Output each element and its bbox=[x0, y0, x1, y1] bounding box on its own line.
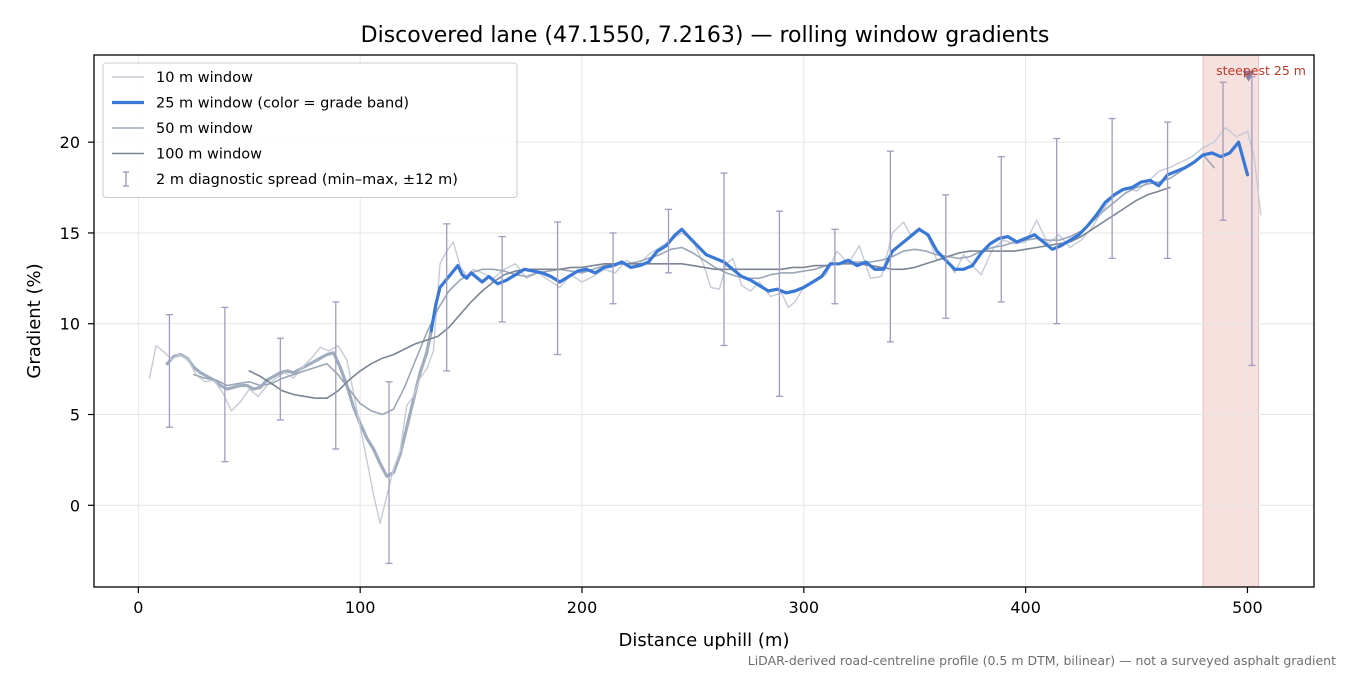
legend-label: 25 m window (color = grade band) bbox=[156, 96, 409, 112]
legend-entry: 25 m window (color = grade band) bbox=[112, 96, 409, 112]
errorbar bbox=[498, 235, 506, 323]
footnote: LiDAR-derived road-centreline profile (0… bbox=[748, 653, 1336, 668]
errorbar bbox=[1164, 121, 1172, 260]
x-tick-label: 500 bbox=[1232, 598, 1263, 617]
series-line-2 bbox=[193, 154, 1215, 416]
x-tick-label: 200 bbox=[567, 598, 598, 617]
steepest-annotation: steepest 25 m bbox=[1216, 63, 1306, 78]
steepest-span bbox=[1202, 54, 1260, 588]
x-tick-label: 400 bbox=[1010, 598, 1041, 617]
errorbar bbox=[554, 221, 562, 356]
legend-entry: 100 m window bbox=[112, 147, 262, 163]
errorbar bbox=[831, 228, 839, 305]
legend-entry: 50 m window bbox=[112, 121, 253, 137]
x-axis-label: Distance uphill (m) bbox=[619, 630, 790, 651]
legend-entry: 10 m window bbox=[112, 70, 253, 86]
steepest-marker bbox=[1242, 70, 1255, 82]
legend-label: 10 m window bbox=[156, 70, 253, 86]
errorbar bbox=[720, 172, 728, 347]
legend-label: 100 m window bbox=[156, 147, 262, 163]
y-tick-label: 15 bbox=[60, 224, 80, 243]
errorbar bbox=[942, 194, 950, 319]
y-tick-label: 0 bbox=[70, 496, 80, 515]
series-line-3 bbox=[248, 186, 1171, 400]
errorbar bbox=[775, 210, 783, 398]
errorbar bbox=[221, 306, 229, 463]
x-tick-label: 300 bbox=[789, 598, 820, 617]
y-axis-label: Gradient (%) bbox=[24, 263, 45, 378]
y-tick-label: 10 bbox=[60, 315, 80, 334]
plot-frame bbox=[93, 54, 1315, 588]
y-tick-label: 20 bbox=[60, 133, 80, 152]
x-tick-label: 0 bbox=[133, 598, 143, 617]
errorbar bbox=[332, 301, 340, 450]
errorbar bbox=[665, 208, 673, 274]
chart-title: Discovered lane (47.1550, 7.2163) — roll… bbox=[361, 23, 1050, 48]
errorbar bbox=[443, 223, 451, 372]
errorbar bbox=[886, 150, 894, 343]
y-tick-label: 5 bbox=[70, 406, 80, 425]
errorbar bbox=[997, 156, 1005, 303]
series-line-1 bbox=[429, 140, 1250, 333]
series-line-0 bbox=[148, 126, 1262, 525]
legend-box bbox=[102, 62, 518, 198]
legend-entry: 2 m diagnostic spread (min–max, ±12 m) bbox=[123, 171, 458, 188]
errorbar bbox=[385, 381, 393, 565]
legend-label: 50 m window bbox=[156, 121, 253, 137]
errorbar bbox=[1219, 81, 1227, 221]
errorbar bbox=[1108, 117, 1116, 260]
errorbar bbox=[609, 232, 617, 305]
legend-label: 2 m diagnostic spread (min–max, ±12 m) bbox=[156, 172, 458, 188]
errorbar bbox=[165, 313, 173, 428]
errorbar bbox=[276, 337, 284, 421]
x-tick-label: 100 bbox=[345, 598, 376, 617]
errorbar bbox=[1053, 137, 1061, 325]
series-line-4 bbox=[165, 329, 433, 478]
